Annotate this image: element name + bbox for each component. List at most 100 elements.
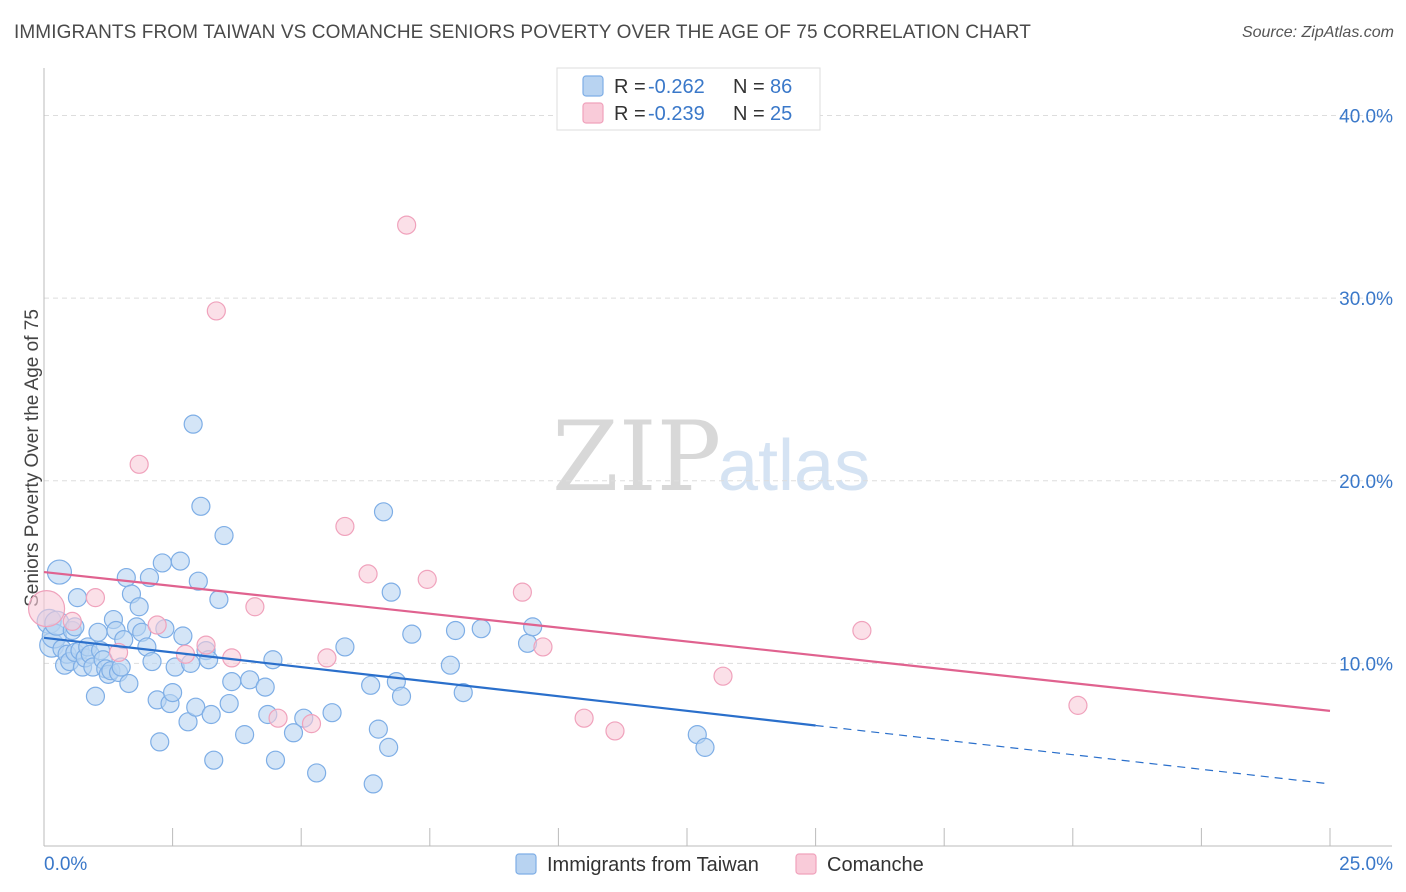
legend-n-value-taiwan: 86 bbox=[770, 76, 792, 98]
chart-title: IMMIGRANTS FROM TAIWAN VS COMANCHE SENIO… bbox=[14, 22, 1031, 43]
series-comanche-points bbox=[27, 215, 1088, 741]
taiwan-point bbox=[67, 588, 88, 608]
comanche-point bbox=[62, 611, 82, 631]
trend-line-taiwan bbox=[43, 636, 816, 727]
trend-line-comanche bbox=[43, 570, 1331, 712]
comanche-point bbox=[397, 215, 417, 235]
taiwan-point bbox=[453, 682, 473, 703]
legend-n-value-comanche: 25 bbox=[770, 103, 792, 125]
taiwan-point bbox=[373, 502, 394, 522]
legend-r-label-taiwan: R = bbox=[614, 76, 646, 98]
taiwan-point bbox=[235, 725, 255, 745]
taiwan-point bbox=[361, 675, 381, 695]
comanche-point bbox=[358, 564, 378, 584]
taiwan-point bbox=[391, 686, 412, 706]
comanche-point bbox=[196, 635, 216, 655]
watermark-zip: ZIP bbox=[552, 401, 721, 513]
legend-swatch-taiwan bbox=[582, 75, 604, 97]
comanche-point bbox=[852, 620, 872, 641]
x-tick-label: 25.0% bbox=[1339, 854, 1393, 875]
y-tick-labels: 10.0% 20.0% 30.0% 40.0% bbox=[1339, 107, 1393, 676]
comanche-point bbox=[713, 666, 733, 686]
comanche-point bbox=[108, 642, 129, 663]
comanche-point bbox=[206, 301, 226, 321]
taiwan-point bbox=[201, 704, 221, 725]
x-tick-marks bbox=[43, 828, 1331, 846]
taiwan-point bbox=[116, 567, 136, 588]
stats-legend: R = -0.262 N = 86 R = -0.239 N = 25 bbox=[556, 67, 821, 131]
legend-swatch-comanche bbox=[582, 102, 604, 124]
comanche-point bbox=[85, 588, 106, 608]
comanche-point bbox=[605, 721, 625, 741]
taiwan-point bbox=[219, 693, 239, 714]
taiwan-point bbox=[471, 619, 491, 639]
taiwan-point bbox=[191, 496, 211, 516]
bottom-legend-label-taiwan: Immigrants from Taiwan bbox=[547, 854, 759, 876]
taiwan-point bbox=[204, 750, 224, 770]
taiwan-point bbox=[173, 626, 193, 646]
taiwan-point bbox=[368, 719, 388, 739]
gridlines bbox=[44, 115, 1392, 664]
taiwan-point bbox=[188, 571, 208, 591]
taiwan-point bbox=[214, 525, 234, 546]
legend-r-value-taiwan: -0.262 bbox=[648, 76, 705, 98]
comanche-point bbox=[245, 597, 265, 617]
taiwan-point bbox=[695, 737, 715, 757]
taiwan-point bbox=[255, 677, 275, 697]
taiwan-point bbox=[163, 682, 183, 703]
taiwan-point bbox=[381, 582, 401, 602]
y-axis-label: Seniors Poverty Over the Age of 75 bbox=[22, 309, 43, 607]
taiwan-point bbox=[445, 620, 466, 641]
taiwan-point bbox=[222, 672, 242, 692]
taiwan-point bbox=[265, 750, 286, 770]
taiwan-point bbox=[186, 697, 206, 717]
taiwan-point bbox=[209, 589, 229, 610]
legend-n-label-comanche: N = bbox=[733, 103, 765, 125]
y-tick-label: 40.0% bbox=[1339, 107, 1393, 128]
series-legend: Immigrants from Taiwan Comanche bbox=[515, 853, 924, 876]
taiwan-point bbox=[129, 597, 149, 617]
taiwan-point bbox=[240, 670, 260, 690]
y-tick-label: 30.0% bbox=[1339, 289, 1393, 310]
comanche-point bbox=[27, 589, 66, 628]
taiwan-point bbox=[379, 737, 399, 757]
taiwan-point bbox=[263, 650, 283, 670]
taiwan-point bbox=[402, 624, 422, 644]
comanche-point bbox=[512, 582, 532, 602]
taiwan-point bbox=[183, 414, 203, 434]
trend-lines bbox=[43, 570, 1331, 785]
x-tick-labels: 0.0% 25.0% bbox=[44, 854, 1393, 875]
comanche-point bbox=[574, 708, 594, 728]
taiwan-point bbox=[363, 774, 383, 794]
bottom-legend-label-comanche: Comanche bbox=[827, 854, 924, 876]
taiwan-point bbox=[150, 732, 170, 752]
comanche-point bbox=[147, 615, 167, 635]
comanche-point bbox=[417, 569, 437, 589]
comanche-point bbox=[301, 714, 322, 734]
bottom-legend-swatch-taiwan bbox=[515, 853, 537, 875]
comanche-point bbox=[317, 648, 337, 668]
taiwan-point bbox=[88, 622, 108, 642]
comanche-point bbox=[129, 454, 149, 474]
comanche-point bbox=[335, 516, 355, 537]
chart-source: Source: ZipAtlas.com bbox=[1241, 24, 1394, 41]
x-tick-label: 0.0% bbox=[44, 854, 87, 875]
legend-n-label-taiwan: N = bbox=[733, 76, 765, 98]
y-tick-label: 10.0% bbox=[1339, 654, 1393, 675]
bottom-legend-swatch-comanche bbox=[795, 853, 817, 875]
taiwan-point bbox=[283, 723, 304, 743]
taiwan-point bbox=[119, 673, 139, 694]
taiwan-point bbox=[307, 763, 327, 783]
taiwan-point bbox=[523, 617, 543, 637]
comanche-point bbox=[268, 708, 288, 728]
trend-line-taiwan-extension bbox=[815, 724, 1331, 785]
taiwan-point bbox=[152, 553, 172, 573]
y-tick-label: 20.0% bbox=[1339, 472, 1393, 493]
comanche-point bbox=[533, 637, 553, 657]
watermark-atlas: atlas bbox=[718, 426, 870, 506]
taiwan-point bbox=[142, 651, 162, 672]
taiwan-point bbox=[335, 637, 355, 657]
legend-r-label-comanche: R = bbox=[614, 103, 646, 125]
taiwan-point bbox=[85, 686, 106, 706]
